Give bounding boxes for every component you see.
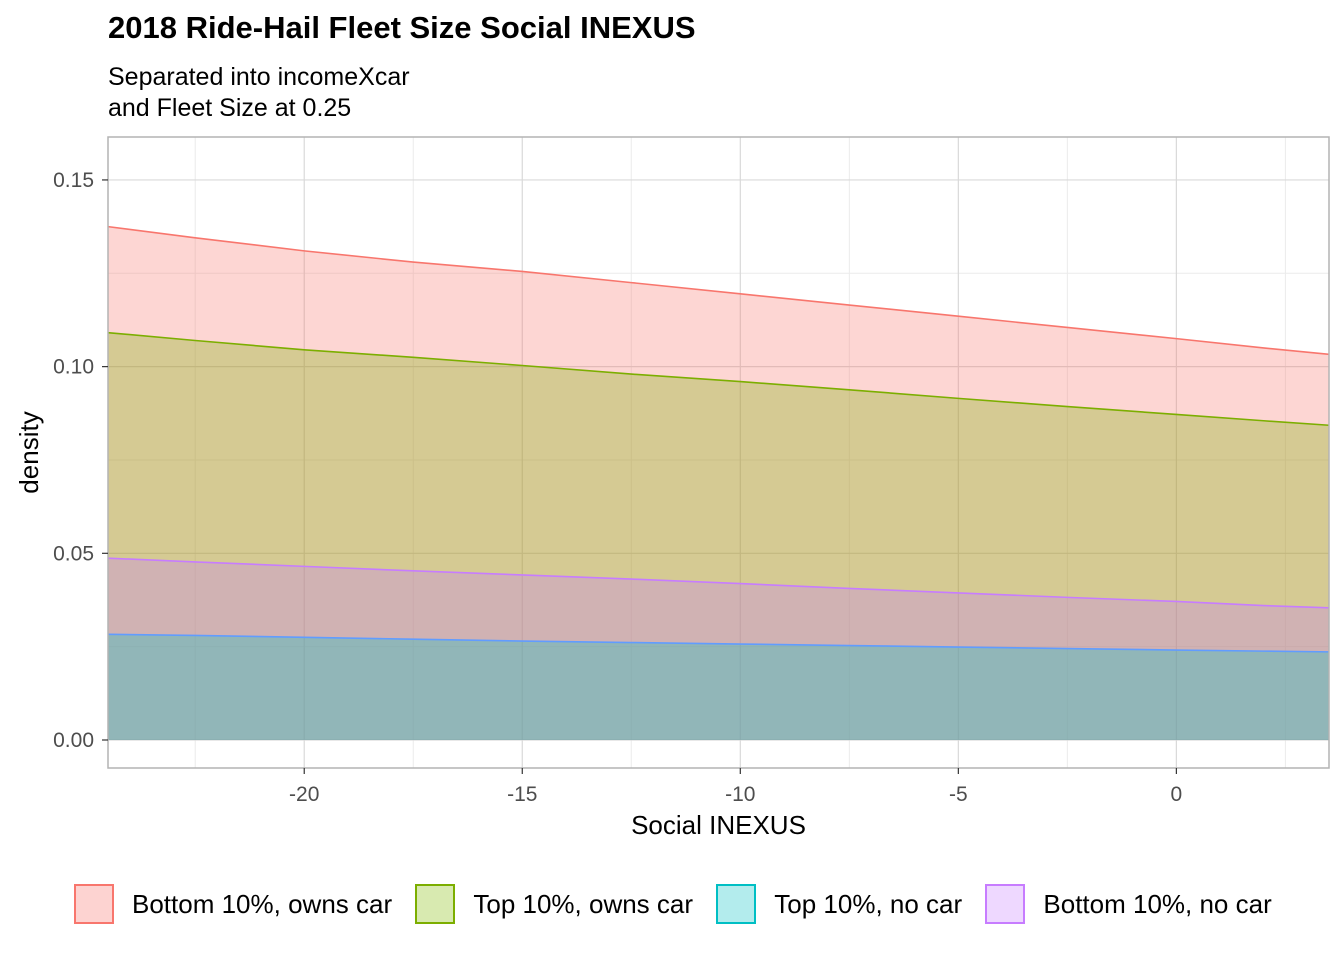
- line-bottom-owns-car: [107, 225, 1330, 356]
- legend-label-top-no-car: Top 10%, no car: [774, 888, 963, 919]
- y-axis-label: density: [14, 411, 44, 493]
- area-top-no-car: [108, 634, 1329, 740]
- grid-lines: [108, 137, 1329, 768]
- y-tick-label: 0.00: [53, 729, 94, 752]
- area-top-owns-car: [108, 332, 1329, 740]
- chart-legend: Bottom 10%, owns car Top 10%, owns car T…: [74, 884, 1344, 934]
- legend-item-bottom-owns-car: Bottom 10%, owns car: [74, 884, 392, 924]
- legend-item-bottom-no-car: Bottom 10%, no car: [985, 884, 1272, 924]
- chart-title: 2018 Ride-Hail Fleet Size Social INEXUS: [108, 10, 696, 45]
- legend-item-top-no-car: Top 10%, no car: [716, 884, 962, 924]
- x-tick-label: -5: [949, 783, 968, 806]
- subtitle-line-2: and Fleet Size at 0.25: [108, 94, 352, 122]
- x-tick-label: 0: [1171, 783, 1183, 806]
- area-bottom-no-car: [108, 558, 1329, 740]
- x-tick-label: -10: [725, 783, 755, 806]
- y-tick-label: 0.15: [53, 169, 94, 192]
- density-areas: [107, 225, 1330, 740]
- x-tick-label: -20: [289, 783, 319, 806]
- legend-key-bottom-owns-car: [74, 884, 114, 924]
- y-tick-label: 0.05: [53, 542, 94, 565]
- legend-key-top-no-car: [716, 884, 757, 924]
- legend-item-top-owns-car: Top 10%, owns car: [415, 884, 693, 924]
- line-top-owns-car: [107, 331, 1330, 427]
- line-bottom-no-car: [107, 557, 1330, 609]
- legend-key-bottom-no-car: [985, 884, 1026, 924]
- legend-key-top-owns-car: [415, 884, 456, 924]
- x-tick-label: -15: [507, 783, 537, 806]
- line-top-no-car: [107, 633, 1330, 653]
- legend-label-bottom-owns-car: Bottom 10%, owns car: [132, 888, 393, 919]
- axis-ticks: -20 -15 -10 -5 0 0.00 0.05 0.10 0.15: [53, 169, 1182, 806]
- x-axis-label: Social INEXUS: [631, 810, 806, 840]
- area-bottom-owns-car: [108, 226, 1329, 740]
- chart-subtitle: Separated into incomeXcar and Fleet Size…: [108, 62, 410, 124]
- panel-border: [107, 136, 1330, 769]
- legend-label-top-owns-car: Top 10%, owns car: [473, 888, 694, 919]
- subtitle-line-1: Separated into incomeXcar: [108, 63, 410, 91]
- density-chart: -20 -15 -10 -5 0 0.00 0.05 0.10 0.15 Social INEX…: [14, 136, 1330, 840]
- legend-label-bottom-no-car: Bottom 10%, no car: [1043, 888, 1272, 919]
- y-tick-label: 0.10: [53, 356, 94, 379]
